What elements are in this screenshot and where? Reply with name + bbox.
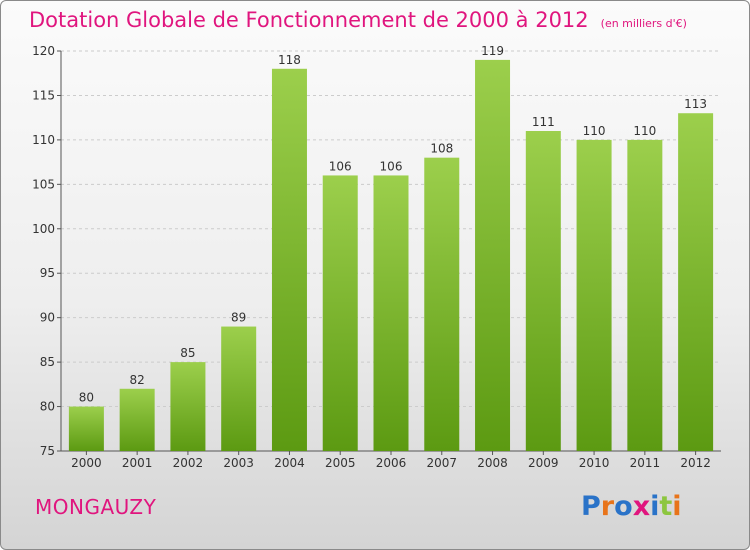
bar-value-label: 106 [380, 159, 403, 173]
logo-letter: i [672, 491, 682, 522]
bar [424, 157, 460, 451]
y-tick-label: 120 [32, 44, 55, 58]
bar [576, 139, 612, 451]
y-tick-label: 90 [40, 311, 55, 325]
y-tick-label: 95 [40, 266, 55, 280]
bar-value-label: 119 [481, 44, 504, 58]
chart-subtitle: (en milliers d'€) [600, 17, 687, 30]
logo-letter: o [614, 491, 633, 522]
bar [271, 68, 307, 452]
logo-letter: P [581, 491, 601, 522]
bar-value-label: 113 [684, 97, 707, 111]
bar-value-label: 80 [79, 391, 94, 405]
logo-letter: t [659, 491, 673, 522]
x-tick-label: 2007 [426, 456, 457, 470]
bar [68, 406, 104, 451]
bar-value-label: 85 [180, 346, 195, 360]
x-tick-label: 2009 [528, 456, 559, 470]
bar [170, 362, 206, 451]
y-tick-label: 85 [40, 355, 55, 369]
bar [322, 175, 358, 451]
x-tick-label: 2000 [71, 456, 102, 470]
bar [119, 388, 155, 451]
x-tick-label: 2010 [579, 456, 610, 470]
y-tick-label: 110 [32, 133, 55, 147]
bar-value-label: 108 [430, 142, 453, 156]
bar-value-label: 89 [231, 311, 246, 325]
chart-title: Dotation Globale de Fonctionnement de 20… [29, 8, 687, 32]
bar-value-label: 110 [633, 124, 656, 138]
bar-value-label: 106 [329, 159, 352, 173]
bar-value-label: 111 [532, 115, 555, 129]
bar [373, 175, 409, 451]
y-tick-label: 80 [40, 400, 55, 414]
bar-value-label: 118 [278, 53, 301, 67]
bar [627, 139, 663, 451]
x-tick-label: 2012 [680, 456, 711, 470]
x-tick-label: 2005 [325, 456, 356, 470]
bar [678, 113, 714, 451]
y-tick-label: 100 [32, 222, 55, 236]
x-tick-label: 2008 [477, 456, 508, 470]
x-tick-label: 2011 [630, 456, 661, 470]
y-tick-label: 75 [40, 444, 55, 458]
bar-value-label: 82 [130, 373, 145, 387]
bar [221, 326, 257, 451]
logo-letter: i [650, 491, 660, 522]
commune-name: MONGAUZY [35, 495, 157, 519]
x-tick-label: 2004 [274, 456, 305, 470]
chart-title-text: Dotation Globale de Fonctionnement de 20… [29, 8, 589, 32]
proxiti-logo: Proxiti [581, 491, 682, 522]
x-tick-label: 2001 [122, 456, 153, 470]
logo-letter: r [600, 491, 615, 522]
bar [525, 131, 561, 451]
x-tick-label: 2002 [173, 456, 204, 470]
y-tick-label: 105 [32, 177, 55, 191]
y-tick-label: 115 [32, 88, 55, 102]
bar-value-label: 110 [583, 124, 606, 138]
x-tick-label: 2003 [223, 456, 254, 470]
bar [475, 59, 511, 452]
x-tick-label: 2006 [376, 456, 407, 470]
logo-letter: x [632, 491, 651, 522]
